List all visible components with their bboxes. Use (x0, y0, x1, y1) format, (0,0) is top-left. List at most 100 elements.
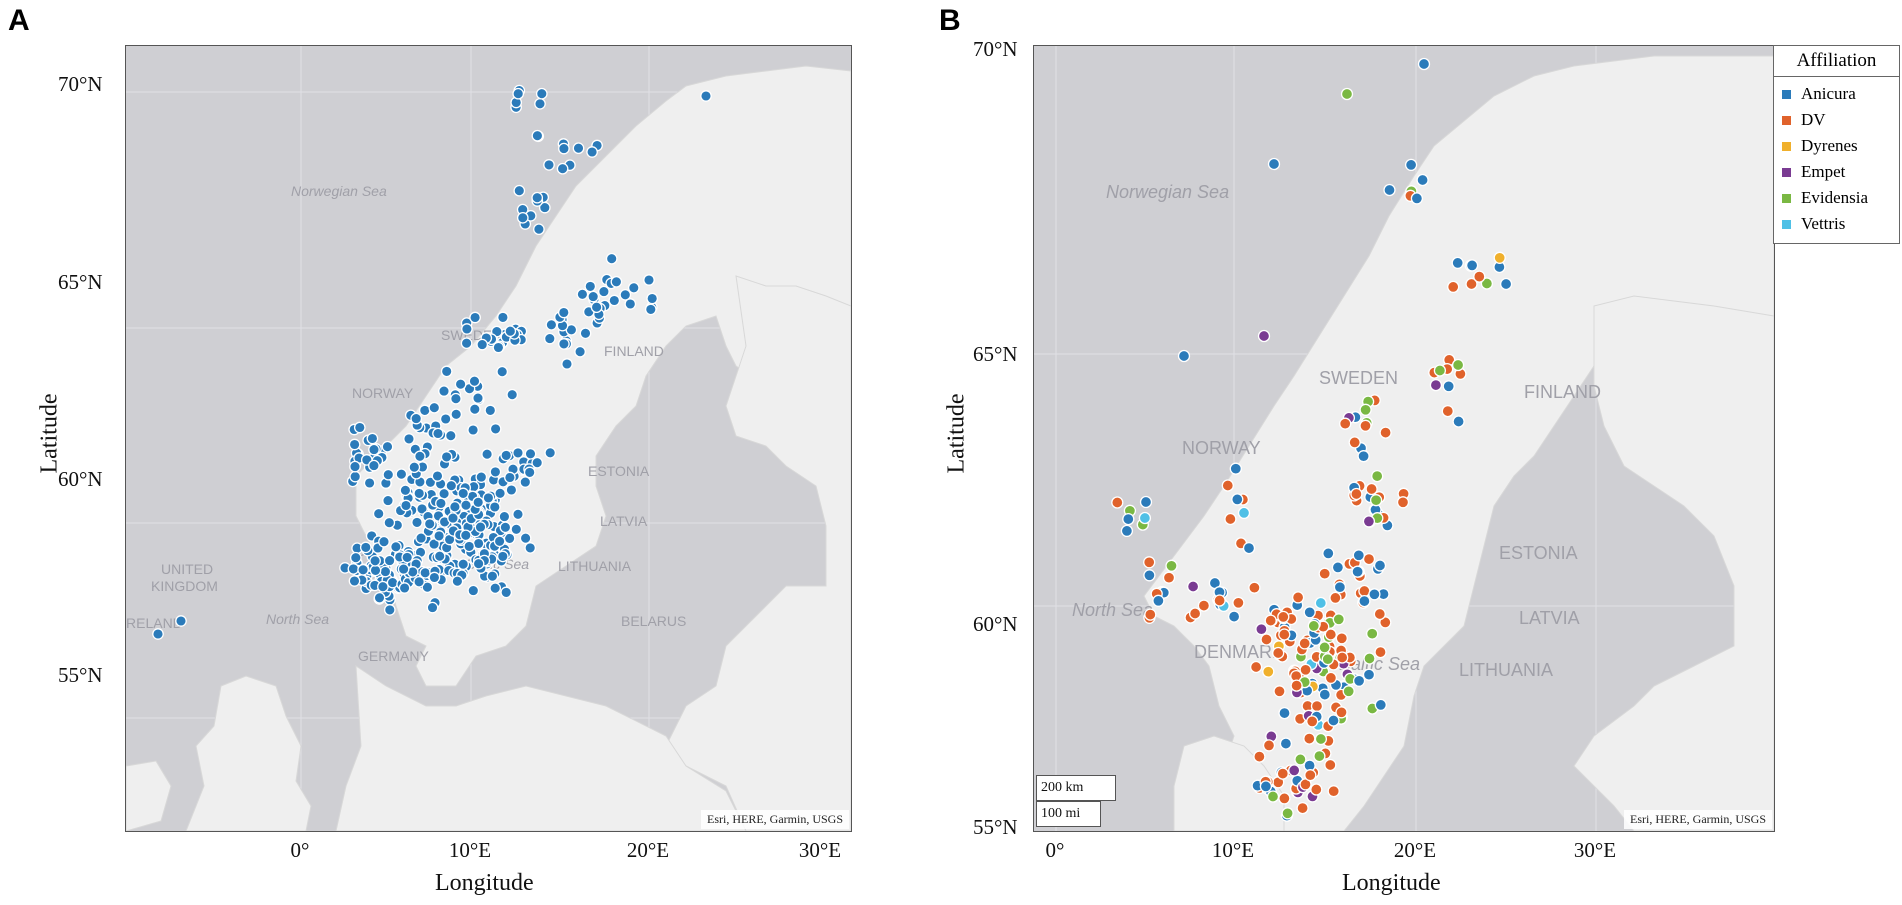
clinic-point (383, 516, 396, 529)
clinic-point (366, 432, 379, 445)
clinic-point (496, 550, 509, 563)
clinic-point (531, 191, 544, 204)
clinic-point (1342, 685, 1355, 698)
clinic-point (1359, 419, 1372, 432)
clinic-point (1255, 623, 1268, 636)
clinic-point (488, 501, 501, 513)
clinic-point (1404, 158, 1418, 172)
clinic-point (432, 427, 444, 440)
clinic-point (372, 507, 385, 520)
legend-swatch (1782, 115, 1791, 125)
label-norwegian-sea: Norwegian Sea (1106, 182, 1229, 202)
clinic-point (492, 341, 505, 354)
clinic-point (1237, 506, 1251, 520)
clinic-point (1348, 436, 1361, 449)
clinic-point (450, 408, 463, 421)
clinic-point (445, 479, 458, 492)
clinic-point (1333, 581, 1347, 594)
legend-item-evidensia: Evidensia (1774, 185, 1899, 211)
clinic-point (439, 413, 452, 425)
clinic-point (1288, 764, 1301, 777)
map-a[interactable]: Norwegian Sea NORWAY SWEDEN FINLAND ESTO… (125, 45, 852, 832)
clinic-point (1144, 608, 1157, 621)
clinic-point (414, 450, 426, 463)
clinic-point (440, 365, 453, 378)
clinic-point (433, 530, 445, 542)
clinic-point (500, 586, 513, 599)
clinic-point (1324, 671, 1338, 685)
clinic-point (348, 438, 361, 451)
label-lithuania: LITHUANIA (558, 558, 632, 574)
clinic-point (1296, 801, 1309, 815)
clinic-point (428, 571, 441, 584)
label-norwegian-sea: Norwegian Sea (291, 183, 387, 199)
panel-label: B (939, 4, 961, 37)
clinic-point (1188, 607, 1202, 620)
clinic-point (506, 388, 519, 401)
clinic-point (605, 252, 618, 265)
map-attribution: Esri, HERE, Garmin, USGS (701, 810, 849, 829)
clinic-point (1231, 493, 1244, 506)
clinic-point (512, 87, 525, 100)
clinic-point (1371, 469, 1384, 483)
label-north-sea: North Sea (1072, 600, 1153, 620)
clinic-point (1335, 706, 1348, 719)
land-central-europe (335, 665, 747, 831)
clinic-point (1304, 769, 1317, 782)
clinic-point (1352, 549, 1365, 562)
legend-swatch (1782, 167, 1791, 177)
clinic-point (535, 87, 548, 100)
clinic-point (1278, 628, 1291, 641)
map-b[interactable]: Norwegian Sea SWEDEN NORWAY FINLAND ESTO… (1033, 45, 1775, 832)
x-tick-10: 10°E (448, 838, 492, 862)
clinic-point (1143, 569, 1156, 582)
x-tick-10: 10°E (1211, 838, 1255, 862)
clinic-point (610, 275, 623, 288)
place-labels: Norwegian Sea SWEDEN NORWAY FINLAND ESTO… (1072, 182, 1601, 680)
clinic-point (476, 338, 489, 351)
clinic-point (1266, 790, 1280, 803)
clinic-point (461, 323, 473, 335)
map-b-canvas: Norwegian Sea SWEDEN NORWAY FINLAND ESTO… (1034, 46, 1774, 831)
clinic-point (494, 487, 506, 500)
clinic-point (1186, 580, 1200, 593)
clinic-point (513, 184, 526, 197)
clinic-point (523, 466, 536, 479)
clinic-point (499, 521, 512, 534)
clinic-point (438, 385, 450, 397)
clinic-point (378, 535, 390, 548)
clinic-point (349, 470, 362, 483)
clinic-point (496, 365, 509, 378)
clinic-point (472, 392, 484, 404)
label-united: UNITED (161, 561, 213, 577)
clinic-point (1290, 679, 1303, 692)
clinic-point (431, 470, 444, 482)
clinic-point (460, 499, 472, 512)
clinic-point (1362, 515, 1376, 528)
clinic-point (489, 582, 502, 595)
clinic-point (1366, 627, 1379, 640)
land-finland (1573, 295, 1774, 831)
clinic-point (700, 90, 712, 102)
clinic-point (1213, 594, 1226, 607)
clinic-point (608, 294, 621, 307)
clinic-point (556, 162, 569, 175)
clinic-point (469, 311, 481, 324)
y-tick-70: 70°N (973, 37, 1018, 61)
map-attribution: Esri, HERE, Garmin, USGS (1624, 810, 1772, 829)
clinic-point (510, 523, 523, 536)
clinic-point (504, 325, 517, 338)
clinic-point (1447, 280, 1460, 294)
clinic-point (353, 421, 366, 434)
clinic-point (644, 303, 657, 316)
legend-swatch (1782, 193, 1791, 203)
clinic-point (423, 518, 436, 530)
clinic-point (1329, 591, 1342, 605)
legend-label: DV (1801, 110, 1826, 129)
label-estonia: ESTONIA (1499, 543, 1578, 563)
clinic-point (1111, 496, 1124, 509)
clinic-point (475, 471, 488, 483)
clinic-point (1331, 561, 1345, 574)
clinic-point (576, 288, 589, 301)
clinic-point (382, 494, 394, 507)
